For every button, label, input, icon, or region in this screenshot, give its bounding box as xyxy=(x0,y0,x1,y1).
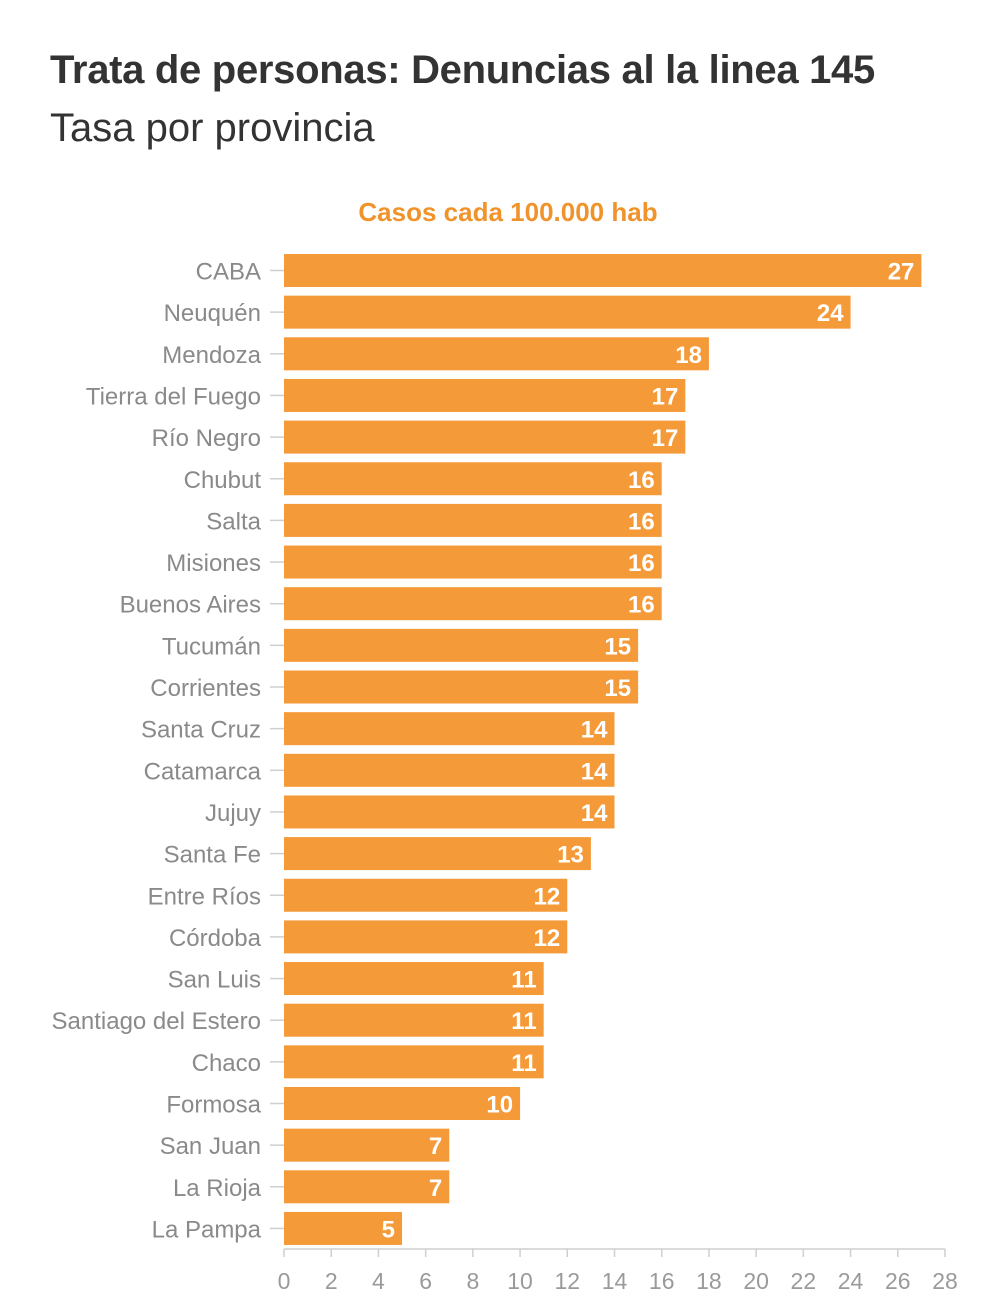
category-label: Corrientes xyxy=(150,675,261,702)
category-label: Tierra del Fuego xyxy=(86,383,261,410)
bar xyxy=(284,878,568,912)
bar xyxy=(284,1003,544,1037)
x-tick-label: 4 xyxy=(372,1268,385,1294)
category-label: Misiones xyxy=(166,550,261,577)
bar xyxy=(284,670,639,704)
category-label: Tucumán xyxy=(162,633,261,660)
category-label: Santa Cruz xyxy=(141,717,261,744)
bar-value-label: 5 xyxy=(382,1216,395,1243)
bar xyxy=(284,837,591,871)
category-label: Jujuy xyxy=(205,800,261,827)
category-label: Río Negro xyxy=(152,425,261,452)
bars-layer: CABA 27 Neuquén 24 Mendoza 18 Tierra del Fuego… xyxy=(52,254,922,1245)
bar-value-label: 11 xyxy=(511,967,536,994)
bar xyxy=(284,378,686,412)
bar xyxy=(284,337,709,371)
x-tick-label: 6 xyxy=(419,1268,432,1294)
bar xyxy=(284,545,662,579)
bar xyxy=(284,1211,403,1245)
bar-value-label: 11 xyxy=(511,1050,536,1077)
bar-value-label: 16 xyxy=(628,467,655,494)
x-tick-label: 20 xyxy=(743,1268,769,1294)
category-label: CABA xyxy=(196,259,261,286)
category-label: Mendoza xyxy=(162,342,261,369)
category-label: Santiago del Estero xyxy=(52,1008,261,1035)
bar xyxy=(284,420,686,454)
bar xyxy=(284,920,568,954)
x-tick-label: 22 xyxy=(791,1268,817,1294)
bar-value-label: 24 xyxy=(817,300,844,327)
x-tick-label: 0 xyxy=(278,1268,291,1294)
category-label: Formosa xyxy=(166,1092,261,1119)
category-label: Catamarca xyxy=(144,758,262,785)
x-tick-label: 12 xyxy=(554,1268,580,1294)
bar-value-label: 16 xyxy=(628,508,655,535)
x-tick-label: 16 xyxy=(649,1268,675,1294)
bar-value-label: 27 xyxy=(888,259,915,286)
series-legend-label: Casos cada 100.000 hab xyxy=(358,197,657,227)
bar-value-label: 14 xyxy=(581,717,608,744)
x-tick-label: 8 xyxy=(466,1268,479,1294)
x-tick-label: 28 xyxy=(932,1268,958,1294)
bar-value-label: 15 xyxy=(604,633,631,660)
category-label: La Rioja xyxy=(173,1175,262,1202)
category-label: Entre Ríos xyxy=(148,883,261,910)
bar-value-label: 13 xyxy=(557,842,584,869)
x-tick-label: 24 xyxy=(838,1268,864,1294)
bar-value-label: 16 xyxy=(628,550,655,577)
category-label: Neuquén xyxy=(164,300,261,327)
category-label: Salta xyxy=(206,508,261,535)
x-tick-label: 2 xyxy=(325,1268,338,1294)
category-label: San Luis xyxy=(168,967,261,994)
category-label: Córdoba xyxy=(169,925,262,952)
bar xyxy=(284,795,615,829)
bar xyxy=(284,628,639,662)
bar-value-label: 16 xyxy=(628,592,655,619)
category-label: Chaco xyxy=(192,1050,261,1077)
bar xyxy=(284,753,615,787)
bar xyxy=(284,295,851,329)
bar-value-label: 12 xyxy=(534,925,561,952)
bar-value-label: 17 xyxy=(652,383,679,410)
bar-value-label: 14 xyxy=(581,758,608,785)
bar xyxy=(284,503,662,537)
bar-value-label: 14 xyxy=(581,800,608,827)
category-label: La Pampa xyxy=(152,1216,262,1243)
bar xyxy=(284,1045,544,1079)
bar-value-label: 17 xyxy=(652,425,679,452)
x-tick-label: 18 xyxy=(696,1268,722,1294)
bar xyxy=(284,712,615,746)
bar xyxy=(284,1170,450,1204)
bar xyxy=(284,587,662,621)
category-label: Chubut xyxy=(184,467,262,494)
category-label: Buenos Aires xyxy=(120,592,261,619)
bar xyxy=(284,1087,521,1120)
bar xyxy=(284,254,922,287)
bar-value-label: 11 xyxy=(511,1008,536,1035)
category-label: San Juan xyxy=(160,1133,261,1160)
category-label: Santa Fe xyxy=(164,842,261,869)
bar-value-label: 18 xyxy=(675,342,702,369)
chart-title: Trata de personas: Denuncias al la linea… xyxy=(50,48,875,92)
x-tick-label: 10 xyxy=(507,1268,533,1294)
x-tick-label: 14 xyxy=(602,1268,628,1294)
bar-value-label: 7 xyxy=(429,1133,442,1160)
chart-subtitle: Tasa por provincia xyxy=(50,106,375,150)
x-axis: 0 2 4 6 8 10 12 14 16 18 20 22 24 26 28 xyxy=(278,1248,958,1294)
bar-value-label: 15 xyxy=(604,675,631,702)
x-tick-label: 26 xyxy=(885,1268,911,1294)
bar-value-label: 7 xyxy=(429,1175,442,1202)
bar-value-label: 12 xyxy=(534,883,561,910)
bar-value-label: 10 xyxy=(486,1092,513,1119)
bar xyxy=(284,462,662,496)
bar xyxy=(284,1128,450,1162)
bar xyxy=(284,962,544,996)
